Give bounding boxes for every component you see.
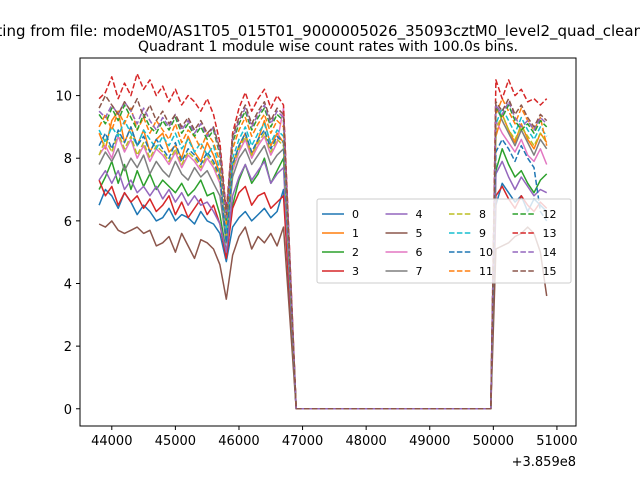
x-tick-label: 45000 [155,434,196,449]
y-tick-label: 10 [55,90,72,105]
legend-label-7: 7 [416,265,423,278]
legend-label-6: 6 [416,246,423,259]
y-tick-label: 4 [64,277,72,292]
y-tick-label: 0 [64,403,72,418]
y-tick-label: 2 [64,340,72,355]
legend-label-4: 4 [416,208,423,221]
y-axis: 0 2 4 6 8 10 [55,90,80,418]
series-lines [98,72,548,410]
x-tick-label: 48000 [345,434,386,449]
x-tick-label: 49000 [409,434,450,449]
x-tick-label: 46000 [218,434,259,449]
legend-label-11: 11 [479,265,493,278]
legend-label-8: 8 [479,208,486,221]
series-line-15 [98,94,548,410]
axes-frame [79,57,577,427]
legend-label-10: 10 [479,246,493,259]
x-axis: 44000 45000 46000 47000 48000 49000 50000 51000 [91,426,578,449]
x-tick-label: 51000 [536,434,577,449]
legend-label-12: 12 [543,208,557,221]
legend-label-5: 5 [416,227,423,240]
x-offset-label: +3.859e8 [512,455,576,470]
x-tick-label: 47000 [282,434,323,449]
legend-label-15: 15 [543,265,557,278]
y-tick-label: 6 [64,215,72,230]
legend-label-13: 13 [543,227,557,240]
legend-label-0: 0 [352,208,359,221]
x-tick-label: 50000 [473,434,514,449]
figure-suptitle: Plotting from file: modeM0/AS1T05_015T01… [0,22,640,41]
x-tick-label: 44000 [91,434,132,449]
legend-label-2: 2 [352,246,359,259]
legend-label-9: 9 [479,227,486,240]
chart-title: Quadrant 1 module wise count rates with … [138,39,518,55]
legend-label-1: 1 [352,227,359,240]
legend-label-14: 14 [543,246,557,259]
legend-box [316,198,572,284]
series-line-8 [98,113,548,410]
y-tick-label: 8 [64,152,72,167]
legend-label-3: 3 [352,265,359,278]
